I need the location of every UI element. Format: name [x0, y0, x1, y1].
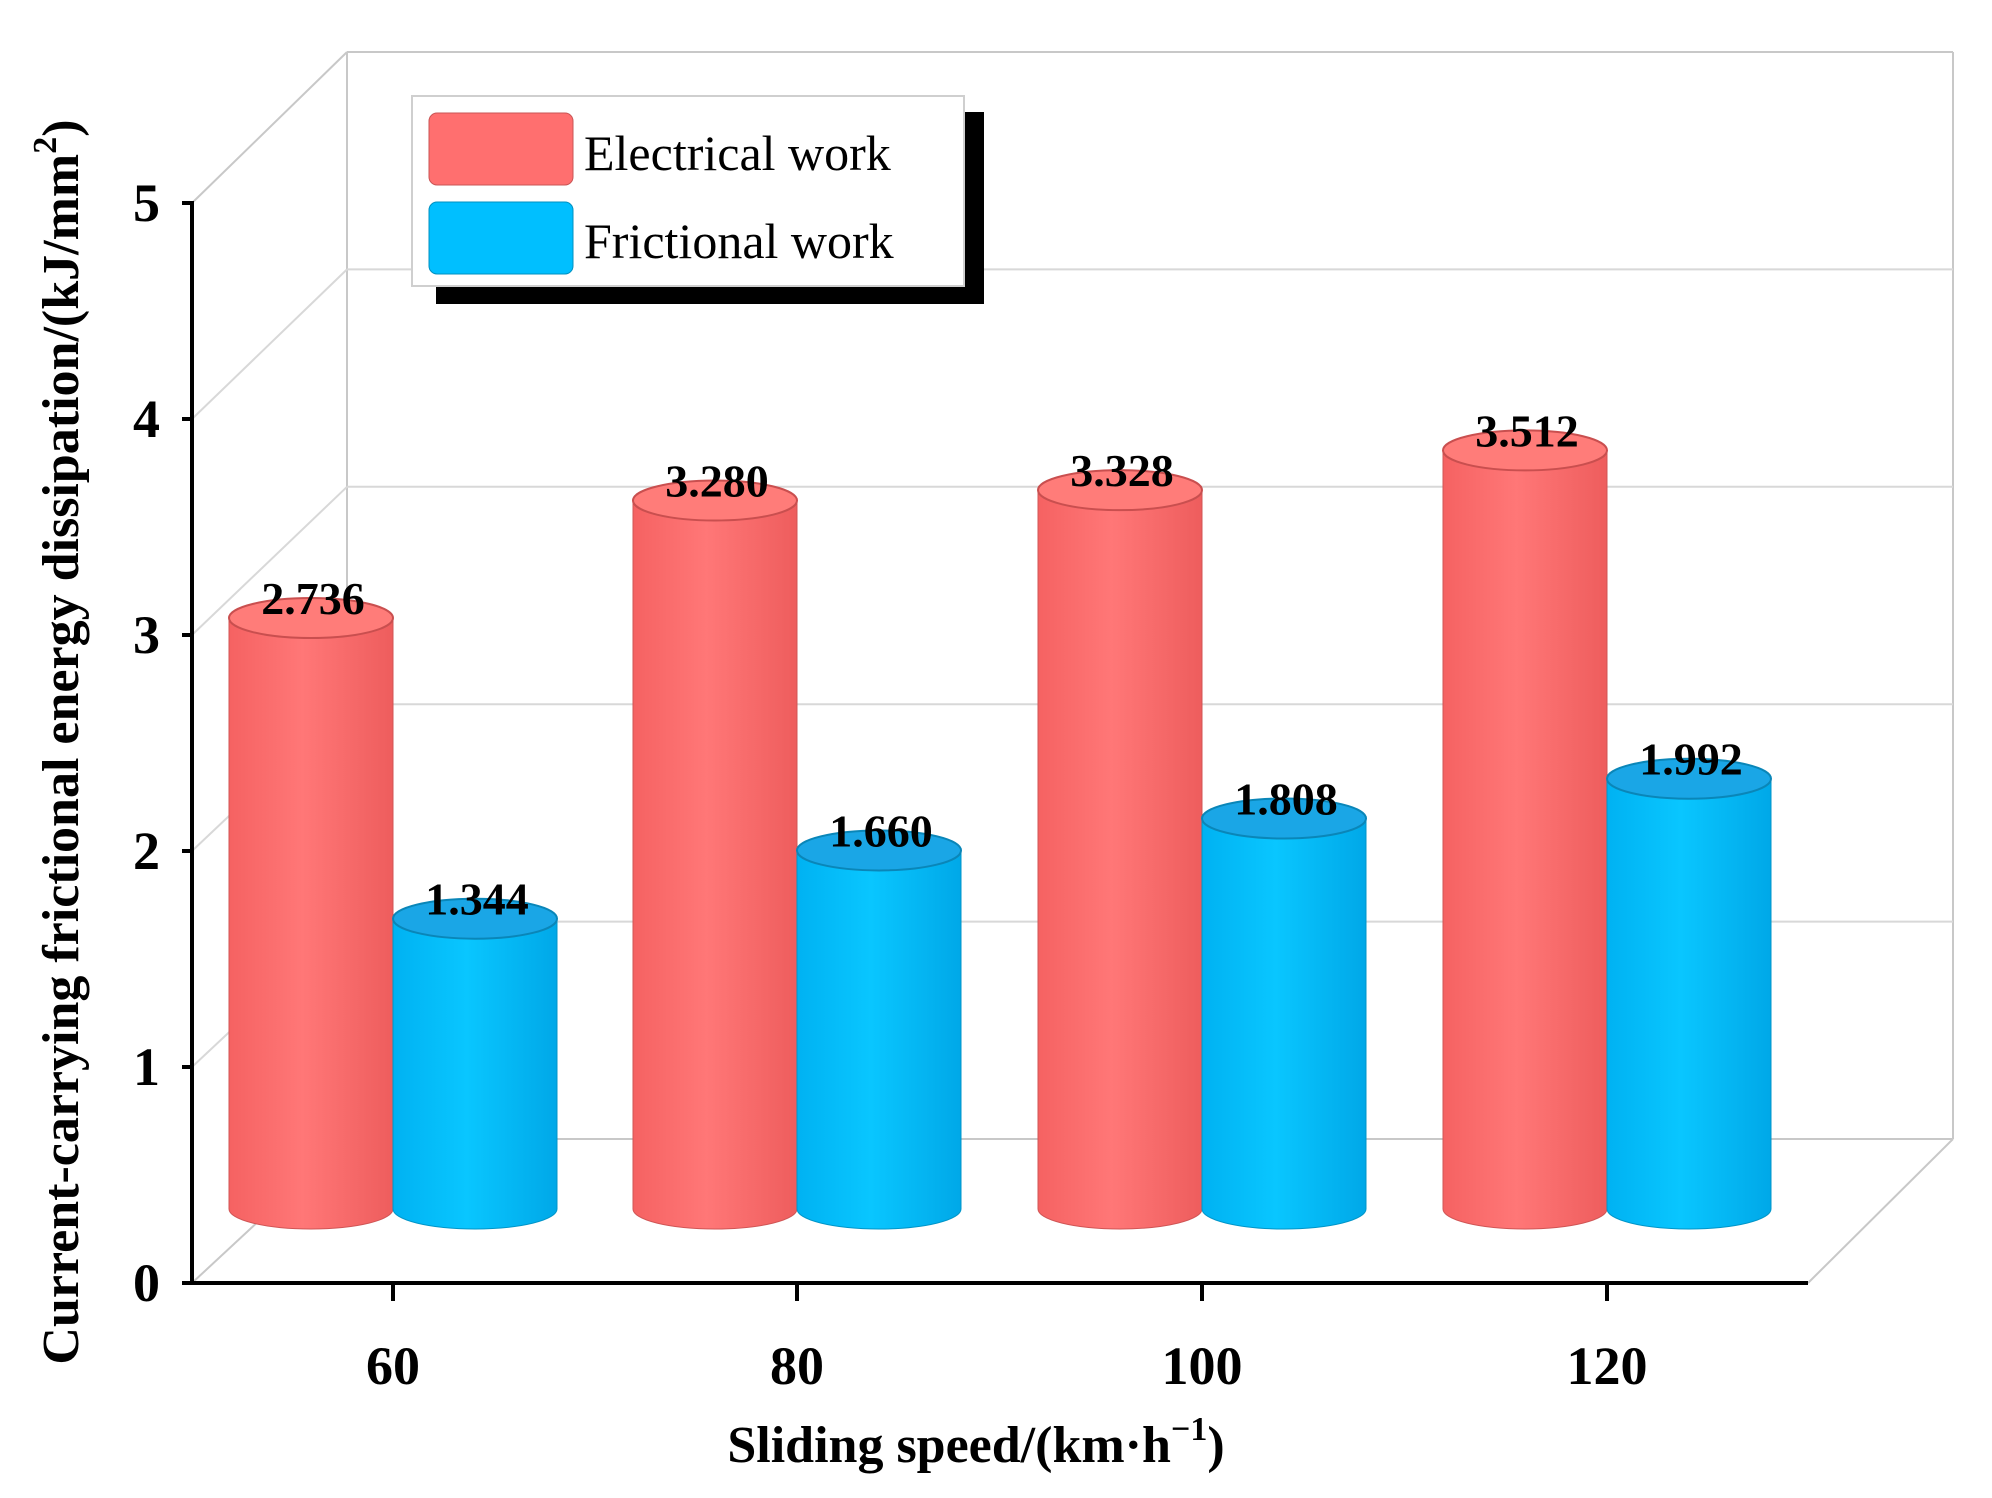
x-axis-title: Sliding speed/(km·h−1) — [727, 1411, 1224, 1474]
legend: Electrical work Frictional work — [411, 95, 984, 304]
y-axis-title-main: Current-carrying frictional energy dissi… — [33, 154, 90, 1365]
y-tick-label: 2 — [133, 821, 160, 881]
side-wall-top-edge — [191, 51, 348, 204]
data-label: 3.280 — [665, 456, 769, 507]
bar-electrical-60: 2.736 — [228, 573, 394, 1230]
legend-item-frictional: Frictional work — [428, 201, 894, 275]
bar-body — [228, 617, 394, 1230]
bar-top — [1201, 797, 1367, 840]
floor-right-edge — [1807, 1138, 1954, 1284]
bar-top — [632, 479, 798, 522]
y-tick-label: 3 — [133, 605, 160, 665]
data-label: 1.660 — [829, 805, 933, 856]
axes — [190, 201, 1808, 1285]
y-axis-title-sup: 2 — [27, 137, 64, 154]
gridline-side — [191, 486, 348, 636]
bar-top — [796, 829, 962, 872]
y-axis-title: Current-carrying frictional energy dissi… — [27, 119, 90, 1364]
x-tick-label: 60 — [366, 1336, 420, 1396]
x-axis-title-main: Sliding speed/(km·h — [727, 1417, 1171, 1474]
bar-body — [392, 918, 558, 1230]
y-axis-title-end: ) — [33, 119, 90, 136]
bar-top — [1037, 469, 1203, 512]
bar-electrical-80: 3.280 — [632, 456, 798, 1230]
y-tick-label: 5 — [133, 173, 160, 233]
bars: 2.736 1.344 3.280 1.660 3.328 1.808 3.512 1.992 — [228, 405, 1772, 1230]
y-tick-label: 0 — [133, 1253, 160, 1313]
data-label: 1.344 — [425, 874, 529, 925]
legend-swatch-electrical — [428, 112, 574, 186]
data-label: 2.736 — [261, 573, 365, 624]
x-ticks: 60 80 100 120 — [366, 1283, 1648, 1396]
x-tick-label: 120 — [1567, 1336, 1648, 1396]
data-label: 3.328 — [1070, 445, 1174, 496]
bar-body — [1606, 778, 1772, 1230]
bar-body — [1201, 817, 1367, 1230]
bar-top — [228, 597, 394, 640]
x-tick-label: 100 — [1162, 1336, 1243, 1396]
bar-top — [1442, 429, 1608, 472]
bar-body — [1037, 489, 1203, 1230]
y-tick-label: 4 — [133, 389, 160, 449]
bar-frictional-80: 1.660 — [796, 805, 962, 1230]
bar-frictional-100: 1.808 — [1201, 773, 1367, 1230]
x-axis-title-sup: −1 — [1171, 1411, 1207, 1448]
x-axis-title-end: ) — [1207, 1417, 1224, 1474]
bar-top — [392, 897, 558, 940]
bar-top — [1606, 757, 1772, 800]
data-label: 1.992 — [1639, 734, 1743, 785]
bar-electrical-120: 3.512 — [1442, 405, 1608, 1230]
legend-item-electrical: Electrical work — [428, 112, 891, 186]
data-label: 3.512 — [1475, 405, 1579, 456]
bar-frictional-60: 1.344 — [392, 874, 558, 1230]
legend-label-frictional: Frictional work — [584, 213, 894, 269]
data-label: 1.808 — [1234, 773, 1338, 824]
bar-electrical-100: 3.328 — [1037, 445, 1203, 1230]
bar-body — [1442, 449, 1608, 1230]
legend-label-electrical: Electrical work — [584, 125, 891, 181]
y-ticks: 0 1 2 3 4 5 — [133, 173, 192, 1313]
gridline-side — [191, 268, 348, 420]
bar-frictional-120: 1.992 — [1606, 734, 1772, 1230]
y-tick-label: 1 — [133, 1037, 160, 1097]
bar-body — [796, 849, 962, 1230]
legend-swatch-frictional — [428, 201, 574, 275]
x-tick-label: 80 — [770, 1336, 824, 1396]
bar-body — [632, 500, 798, 1230]
